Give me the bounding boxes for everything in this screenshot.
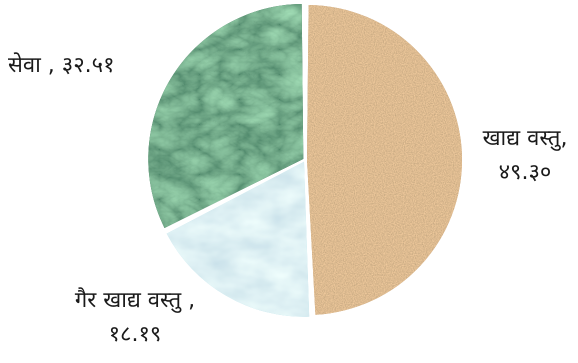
pie-slice-non-food bbox=[166, 161, 310, 317]
slice-label-services: सेवा , ३२.५१ bbox=[8, 52, 115, 78]
slice-label-non-food: गैर खाद्य वस्तु , १८.१९ bbox=[75, 287, 195, 347]
pie-slice-food bbox=[306, 4, 462, 315]
slice-label-food: खाद्य वस्तु, ४९.३० bbox=[483, 126, 568, 185]
pie-slice-services bbox=[148, 3, 304, 228]
